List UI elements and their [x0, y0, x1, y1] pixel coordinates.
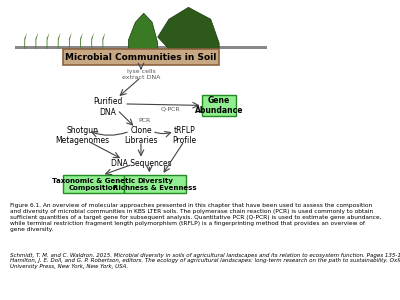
Polygon shape [102, 33, 105, 49]
Text: Taxonomic & Genetic
Composition: Taxonomic & Genetic Composition [52, 178, 135, 191]
Polygon shape [46, 33, 50, 49]
Text: Schmidt, T. M. and C. Waldron. 2015. Microbial diversity in soils of agricultura: Schmidt, T. M. and C. Waldron. 2015. Mic… [10, 253, 400, 269]
Text: Q-PCR: Q-PCR [160, 106, 180, 112]
Polygon shape [91, 33, 94, 49]
Text: Diversity
Richness & Evenness: Diversity Richness & Evenness [113, 178, 197, 191]
FancyBboxPatch shape [63, 49, 219, 65]
Text: tRFLP
Profile: tRFLP Profile [172, 126, 196, 146]
Polygon shape [68, 33, 72, 49]
Text: Purified
DNA: Purified DNA [93, 97, 122, 117]
Text: Microbial Communities in Soil: Microbial Communities in Soil [65, 52, 217, 62]
Polygon shape [57, 33, 60, 49]
FancyBboxPatch shape [63, 175, 124, 193]
Polygon shape [24, 33, 27, 49]
Text: PCR: PCR [138, 118, 151, 123]
Text: Gene
Abundance: Gene Abundance [195, 96, 243, 115]
Polygon shape [35, 33, 38, 49]
FancyBboxPatch shape [141, 36, 146, 49]
FancyBboxPatch shape [15, 46, 267, 49]
Polygon shape [128, 13, 158, 49]
FancyBboxPatch shape [124, 175, 186, 193]
Text: lyse cells
extract DNA: lyse cells extract DNA [122, 69, 160, 80]
Polygon shape [158, 7, 219, 49]
Text: Shotgun
Metagenomes: Shotgun Metagenomes [55, 126, 110, 146]
FancyBboxPatch shape [191, 31, 198, 49]
Text: DNA Sequences: DNA Sequences [111, 159, 171, 168]
Text: Clone
Libraries: Clone Libraries [124, 126, 158, 146]
Polygon shape [80, 33, 83, 49]
Text: Figure 6.1. An overview of molecular approaches presented in this chapter that h: Figure 6.1. An overview of molecular app… [10, 203, 381, 232]
FancyBboxPatch shape [202, 95, 236, 116]
